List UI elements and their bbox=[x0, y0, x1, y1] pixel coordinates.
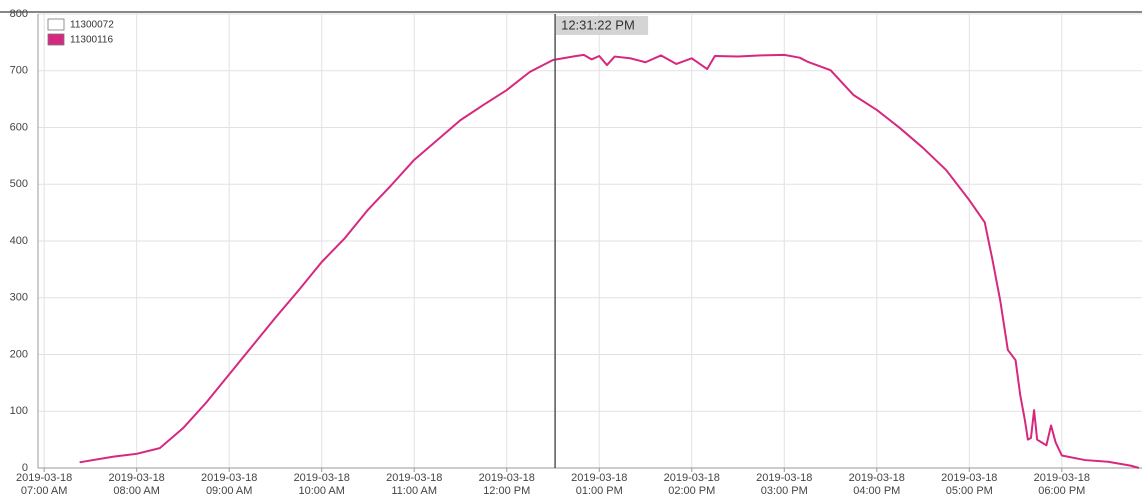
cursor-label-box bbox=[556, 16, 649, 35]
x-tick-label: 2019-03-18 07:00 AM bbox=[16, 472, 73, 497]
y-tick-label: 300 bbox=[10, 292, 28, 304]
x-tick-label: 2019-03-18 11:00 AM bbox=[386, 472, 443, 497]
y-tick-label: 500 bbox=[10, 178, 28, 190]
y-tick-label: 200 bbox=[10, 348, 28, 360]
series-line bbox=[79, 53, 1140, 469]
x-tick-label: 2019-03-18 04:00 PM bbox=[848, 472, 905, 497]
y-tick-label: 400 bbox=[10, 235, 28, 247]
legend-label: 11300072 bbox=[70, 20, 114, 31]
y-tick-label: 600 bbox=[10, 121, 28, 133]
y-tick-label: 800 bbox=[10, 8, 28, 20]
x-tick-label: 2019-03-18 12:00 PM bbox=[478, 472, 535, 497]
legend-swatch bbox=[47, 33, 65, 46]
x-tick-label: 2019-03-18 03:00 PM bbox=[756, 472, 813, 497]
x-tick-label: 2019-03-18 08:00 AM bbox=[108, 472, 165, 497]
y-tick-label: 0 bbox=[22, 462, 28, 474]
x-tick-label: 2019-03-18 10:00 AM bbox=[293, 472, 350, 497]
x-tick-label: 2019-03-18 06:00 PM bbox=[1033, 472, 1090, 497]
legend-label: 11300116 bbox=[70, 35, 113, 46]
x-tick-label: 2019-03-18 05:00 PM bbox=[941, 472, 998, 497]
legend-swatch bbox=[47, 18, 65, 31]
y-tick-label: 700 bbox=[10, 65, 28, 77]
x-tick-label: 2019-03-18 02:00 PM bbox=[663, 472, 720, 497]
x-tick-label: 2019-03-18 01:00 PM bbox=[571, 472, 628, 497]
cursor-label: 12:31:22 PM bbox=[561, 17, 635, 32]
x-tick-label: 2019-03-18 09:00 AM bbox=[201, 472, 258, 497]
y-tick-label: 100 bbox=[10, 405, 28, 417]
